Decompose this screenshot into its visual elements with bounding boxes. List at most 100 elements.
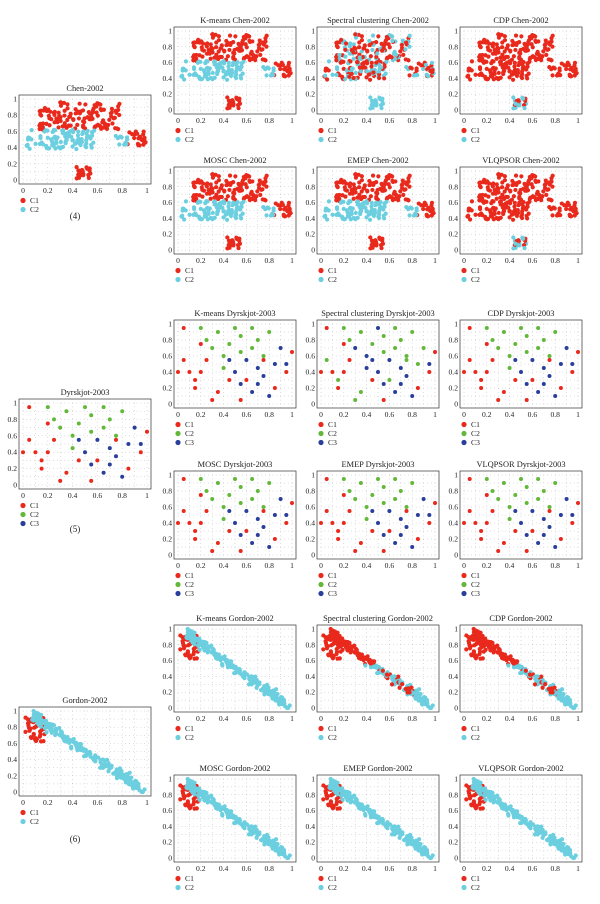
data-point-c1 (272, 386, 277, 390)
y-tick-label: 0 (168, 246, 172, 255)
data-point-c1 (501, 69, 507, 74)
data-point-c2 (212, 801, 217, 806)
data-point-c1 (490, 51, 496, 56)
x-tick-label: 0.4 (219, 256, 229, 265)
data-point-c1 (37, 109, 42, 114)
data-point-c1 (27, 437, 32, 442)
data-point-c3 (364, 366, 369, 370)
x-tick-label: 0.4 (505, 561, 515, 570)
data-point-c1 (334, 194, 339, 200)
x-tick-label: 0 (319, 561, 323, 570)
data-point-c2 (536, 477, 541, 481)
x-tick-label: 0.2 (339, 116, 349, 125)
data-point-c1 (464, 797, 469, 802)
y-tick-label: 0.4 (449, 822, 459, 831)
data-point-c2 (513, 241, 518, 246)
y-tick-label: 0.8 (449, 336, 459, 345)
grid (174, 775, 296, 862)
data-point-c2 (210, 70, 215, 76)
legend-label-c1: C1 (328, 420, 337, 429)
y-tick-label: 0.4 (163, 822, 173, 831)
x-tick-label: 0.8 (550, 864, 560, 873)
data-point-c1 (542, 42, 547, 48)
legend-label-c2: C2 (328, 135, 337, 144)
legend-marker-c2 (461, 430, 467, 437)
data-point-c1 (426, 205, 431, 210)
data-point-c1 (330, 654, 335, 660)
panel-chen-emep: EMEP Chen-2002 0 0 0.2 0.2 0.4 0.4 0.6 0.6 0.8 0.8… (303, 154, 443, 292)
data-point-c1 (210, 46, 215, 51)
data-point-c1 (335, 656, 340, 661)
data-point-c1 (510, 217, 516, 222)
data-point-c2 (180, 73, 185, 78)
data-point-c2 (273, 695, 278, 700)
data-point-c1 (347, 358, 352, 362)
data-point-c2 (60, 733, 65, 738)
data-point-c2 (372, 813, 377, 818)
data-point-c2 (416, 695, 421, 700)
data-point-c2 (370, 342, 375, 346)
y-tick-label: 0.4 (163, 74, 173, 83)
data-point-c2 (339, 793, 344, 798)
x-tick-label: 0.8 (407, 116, 417, 125)
data-point-c2 (507, 806, 513, 811)
chart-dyr-orig: Dyrskjot-2003000.20.20.40.40.60.60.80.81… (8, 388, 152, 528)
data-point-c2 (335, 66, 340, 72)
data-point-c1 (361, 186, 366, 191)
data-point-c1 (368, 194, 373, 199)
data-point-c2 (221, 59, 226, 64)
data-point-c2 (233, 670, 239, 675)
data-point-c1 (377, 72, 382, 77)
data-point-c1 (529, 42, 534, 47)
data-point-c1 (547, 358, 552, 362)
data-point-c2 (183, 59, 189, 64)
data-point-c1 (389, 682, 395, 687)
data-point-c1 (484, 66, 489, 71)
x-tick-label: 0.6 (528, 864, 538, 873)
data-point-c3 (387, 509, 392, 513)
data-point-c3 (530, 509, 535, 513)
chart-chen-vlqpsor: VLQPSOR Chen-2002000.20.20.40.40.60.60.8… (449, 156, 583, 284)
y-tick-label: 0.4 (306, 519, 316, 528)
y-tick-label: 0 (311, 551, 315, 560)
data-point-c1 (415, 537, 420, 541)
data-point-c1 (45, 450, 50, 455)
data-point-c1 (225, 54, 230, 59)
y-tick-label: 1 (311, 27, 315, 36)
data-point-c2 (353, 398, 358, 402)
y-tick-label: 0.6 (163, 58, 173, 67)
data-point-c1 (482, 59, 488, 64)
data-point-c2 (70, 138, 76, 143)
data-point-c2 (81, 129, 86, 134)
data-point-c1 (283, 205, 288, 210)
data-point-c1 (353, 175, 359, 180)
data-point-c2 (183, 208, 188, 213)
data-point-c1 (235, 96, 240, 101)
data-point-c1 (194, 192, 199, 198)
data-point-c1 (371, 70, 376, 75)
data-point-c1 (42, 105, 48, 111)
y-tick-label: 1 (311, 167, 315, 176)
legend-marker-c1 (318, 725, 324, 732)
data-point-c2 (336, 378, 341, 382)
data-point-c2 (196, 643, 201, 648)
legend-label-c3: C3 (328, 589, 337, 598)
data-point-c2 (351, 42, 356, 47)
data-point-c3 (376, 521, 380, 525)
data-point-c2 (364, 208, 369, 214)
data-point-c2 (367, 212, 372, 217)
data-point-c1 (407, 173, 412, 178)
data-point-c2 (527, 822, 533, 827)
data-point-c1 (466, 213, 471, 218)
data-point-c1 (536, 196, 541, 202)
data-point-c1 (400, 682, 405, 687)
x-tick-label: 0 (319, 864, 323, 873)
data-point-c1 (340, 74, 345, 79)
x-tick-label: 0 (176, 116, 180, 125)
data-point-c1 (572, 60, 578, 65)
data-point-c3 (530, 358, 535, 362)
data-point-c1 (193, 378, 198, 382)
data-point-c2 (277, 696, 282, 701)
data-point-c2 (553, 840, 559, 845)
data-point-c2 (563, 696, 568, 701)
